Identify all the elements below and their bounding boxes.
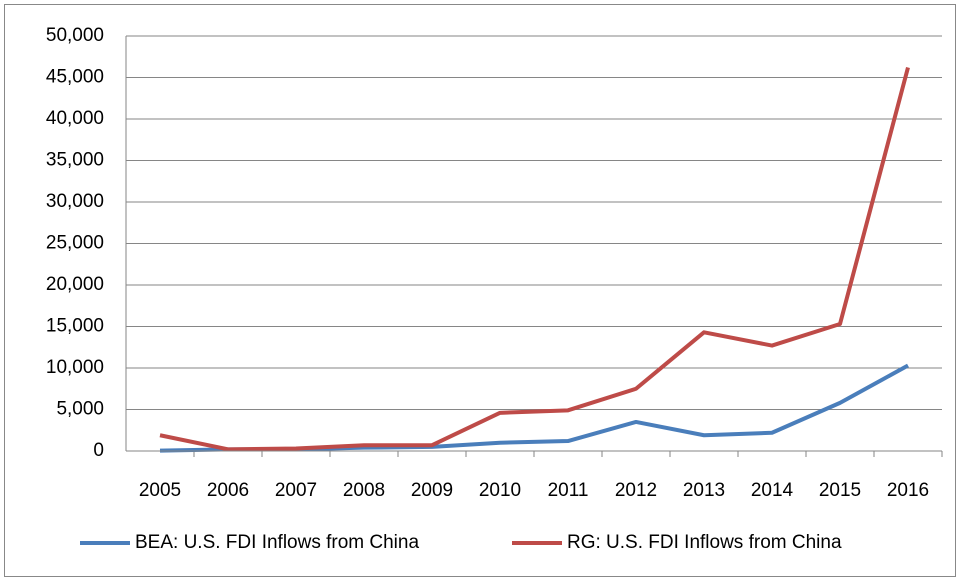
x-tick-label: 2006 xyxy=(207,480,249,501)
x-tick-label: 2007 xyxy=(275,480,317,501)
y-tick-label: 40,000 xyxy=(46,108,104,129)
x-tick-label: 2012 xyxy=(615,480,657,501)
legend-label: RG: U.S. FDI Inflows from China xyxy=(567,532,842,553)
x-tick-label: 2010 xyxy=(479,480,521,501)
x-tick-label: 2011 xyxy=(548,480,589,501)
x-tick-label: 2016 xyxy=(887,480,929,501)
y-tick-label: 30,000 xyxy=(46,191,104,212)
x-tick-label: 2014 xyxy=(751,480,794,501)
x-tick-label: 2005 xyxy=(139,480,181,501)
y-tick-label: 15,000 xyxy=(46,316,104,337)
y-tick-label: 25,000 xyxy=(46,233,104,254)
y-tick-label: 10,000 xyxy=(46,357,104,378)
legend-label: BEA: U.S. FDI Inflows from China xyxy=(135,532,419,553)
x-tick-label: 2013 xyxy=(683,480,725,501)
y-tick-label: 35,000 xyxy=(46,150,104,171)
series-line xyxy=(159,67,910,452)
x-tick-label: 2015 xyxy=(819,480,861,501)
x-tick-label: 2008 xyxy=(343,480,385,501)
chart-border xyxy=(4,4,956,577)
y-tick-label: 45,000 xyxy=(46,67,104,88)
x-tick-label: 2009 xyxy=(411,480,453,501)
y-tick-label: 0 xyxy=(93,440,104,461)
y-tick-label: 50,000 xyxy=(46,25,104,46)
y-tick-label: 20,000 xyxy=(46,274,104,295)
y-tick-label: 5,000 xyxy=(56,399,104,420)
